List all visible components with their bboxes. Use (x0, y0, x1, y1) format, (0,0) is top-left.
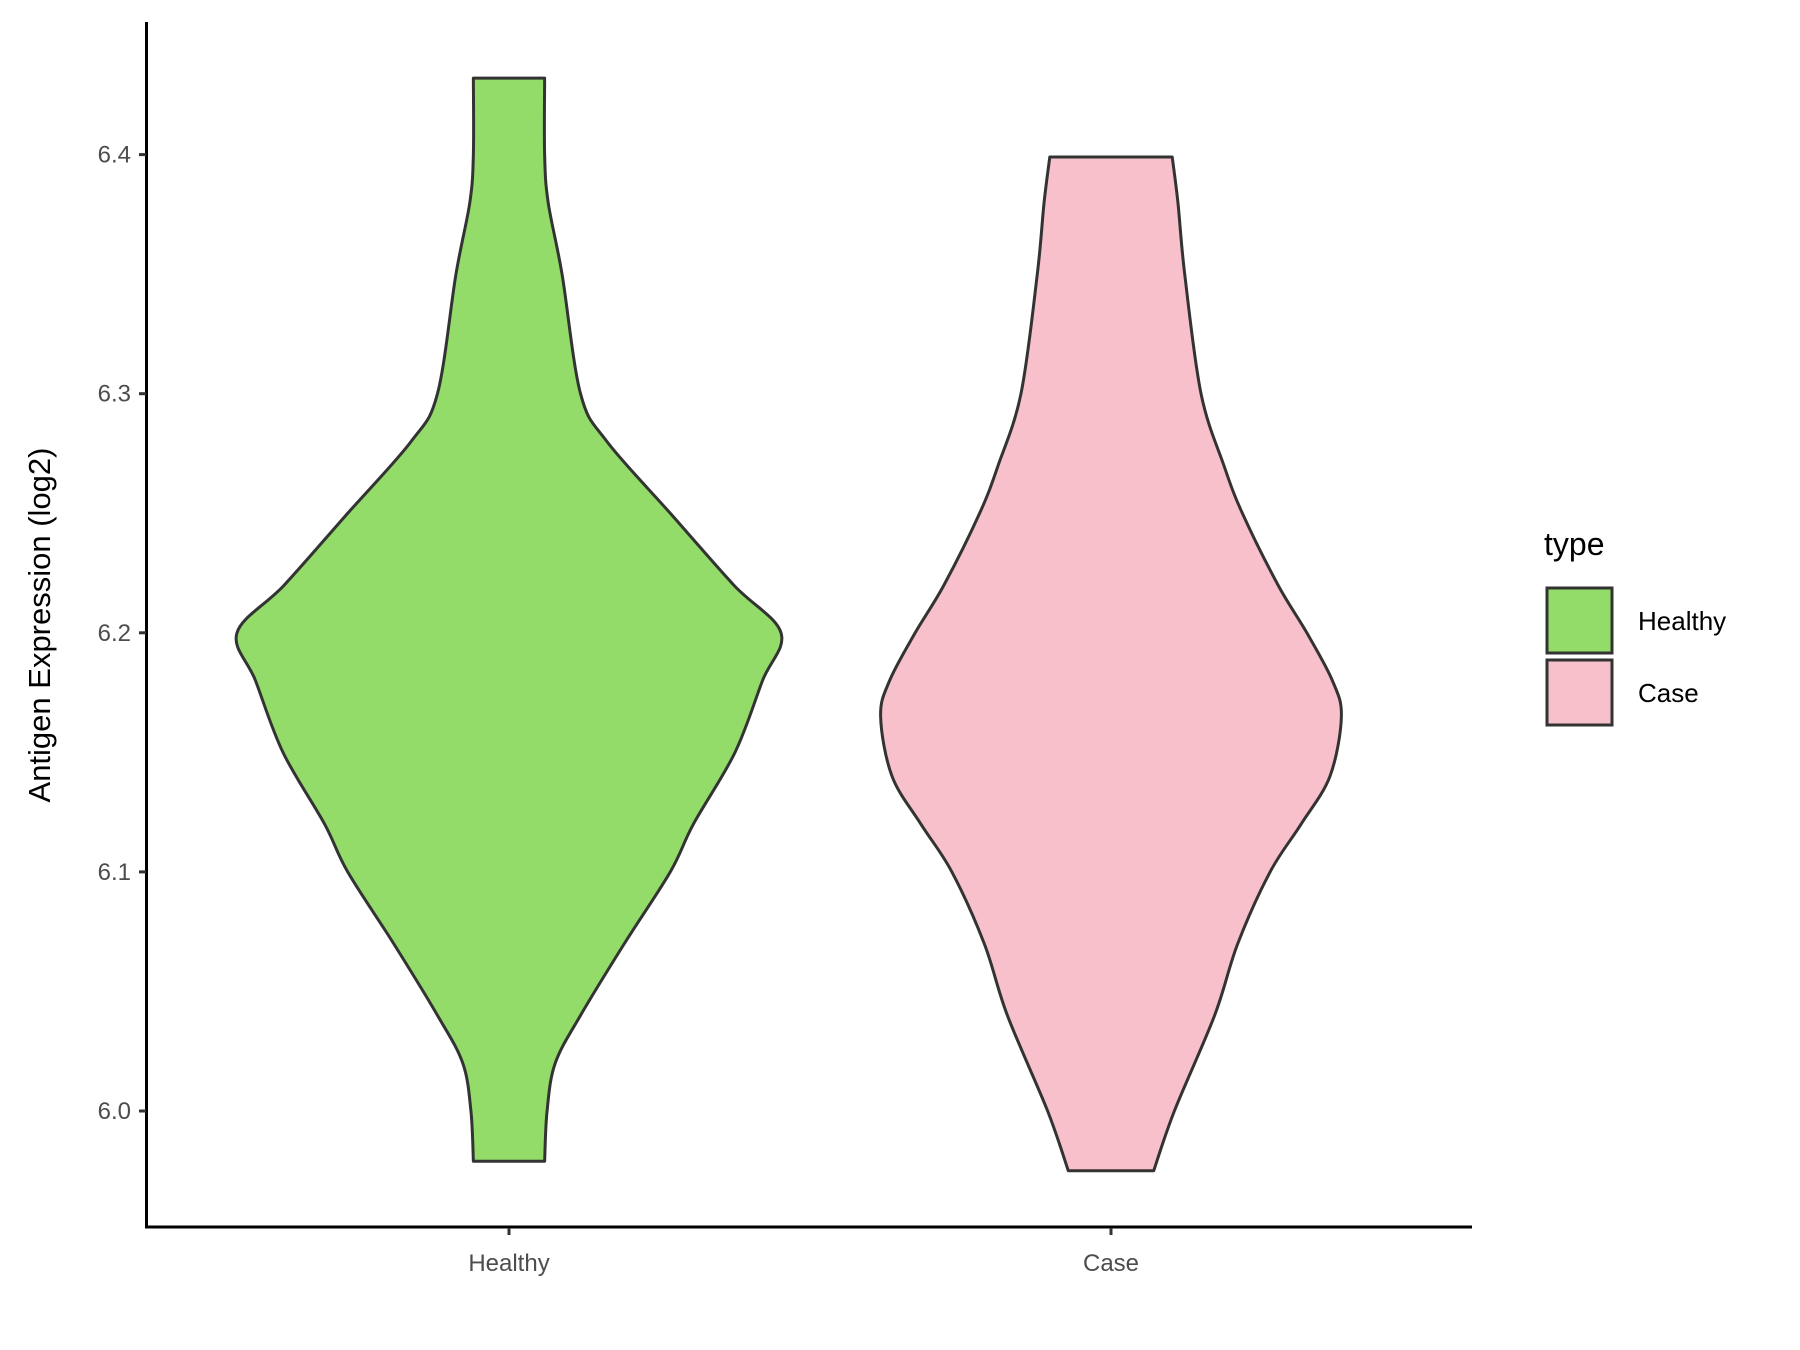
legend-label: Healthy (1638, 606, 1726, 636)
y-tick-label: 6.2 (98, 620, 131, 647)
y-tick-label: 6.3 (98, 381, 131, 408)
legend: type Healthy Case (1544, 526, 1726, 727)
legend-key-case (1545, 658, 1614, 727)
x-ticks: Healthy Case (468, 1228, 1139, 1277)
x-tick-label: Case (1083, 1250, 1139, 1277)
y-axis-title: Antigen Expression (log2) (22, 448, 57, 803)
x-tick-label: Healthy (468, 1250, 549, 1277)
y-tick-label: 6.0 (98, 1098, 131, 1125)
legend-title: type (1544, 526, 1604, 562)
legend-key-healthy (1545, 586, 1614, 655)
violin-case (879, 155, 1343, 1173)
violins (234, 76, 1343, 1173)
y-ticks: 6.0 6.1 6.2 6.3 6.4 (98, 142, 146, 1125)
violin-healthy (234, 76, 784, 1163)
legend-label: Case (1638, 678, 1699, 708)
y-tick-label: 6.4 (98, 142, 131, 169)
y-tick-label: 6.1 (98, 859, 131, 886)
